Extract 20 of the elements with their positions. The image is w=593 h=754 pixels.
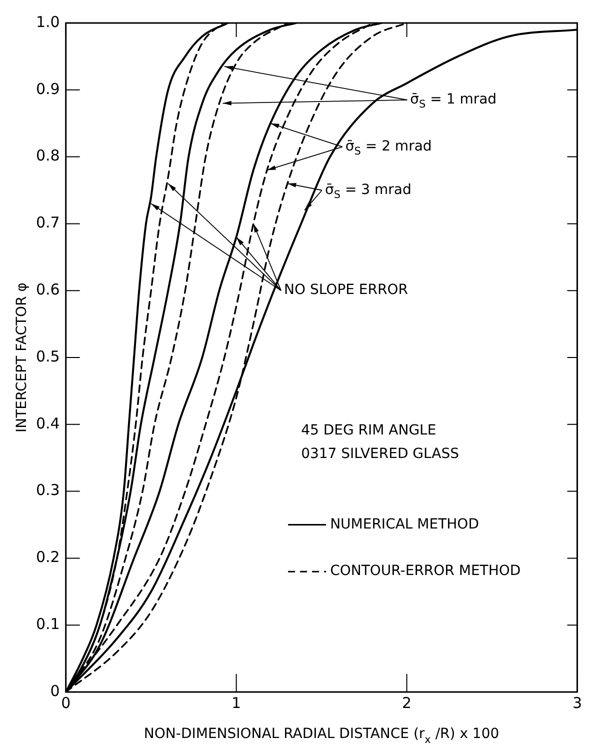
- y-tick-label: 0.2: [36, 548, 60, 566]
- y-tick-label: 0.5: [36, 347, 60, 366]
- y-tick-label: 0.8: [36, 146, 60, 165]
- y-tick-label: 0.6: [36, 280, 60, 298]
- y-tick-label: 0.7: [36, 214, 60, 232]
- annotation: CONTOUR-ERROR METHOD: [330, 563, 521, 580]
- x-tick-label: 1: [232, 694, 242, 712]
- y-tick-label: 0.9: [36, 80, 60, 98]
- y-tick-label: 0.3: [36, 481, 60, 500]
- x-tick-label: 2: [402, 694, 412, 712]
- y-tick-label: 1.0: [36, 12, 60, 31]
- y-tick-label: 0: [50, 682, 60, 700]
- annotation: NUMERICAL METHOD: [330, 516, 479, 532]
- y-tick-label: 0.4: [36, 414, 60, 432]
- annotation: 45 DEG RIM ANGLE: [301, 422, 436, 439]
- annotation: 0317 SILVERED GLASS: [301, 446, 460, 462]
- annotation: NO SLOPE ERROR: [284, 282, 408, 298]
- y-tick-label: 0.1: [36, 614, 60, 633]
- x-tick-label: 3: [572, 694, 582, 712]
- y-axis-title: INTERCEPT FACTOR φ: [14, 282, 30, 432]
